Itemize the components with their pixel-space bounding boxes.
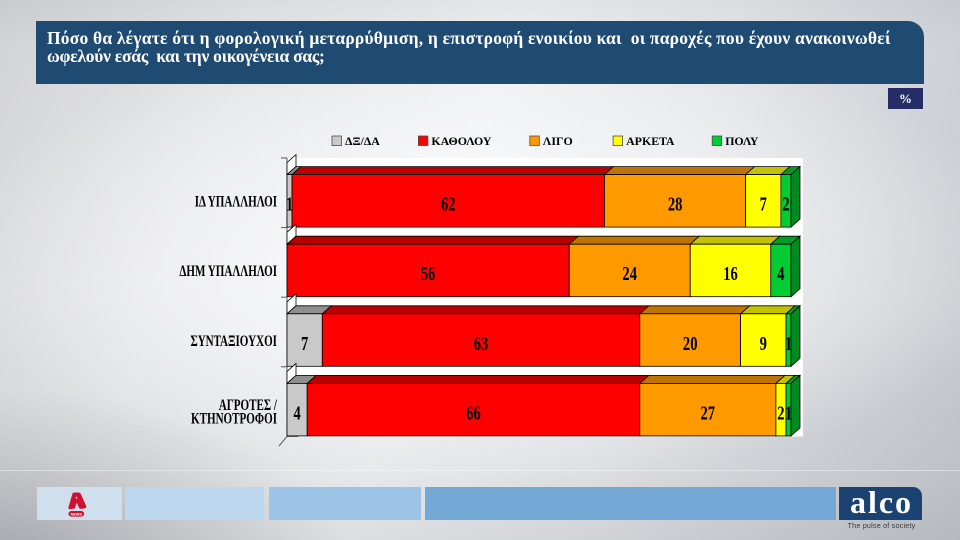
svg-text:1: 1 <box>286 192 293 215</box>
svg-text:62: 62 <box>441 192 456 215</box>
svg-text:ΑΓΡΟΤΕΣ /: ΑΓΡΟΤΕΣ / <box>219 396 277 413</box>
svg-text:ΛΙΓΟ: ΛΙΓΟ <box>543 134 573 148</box>
svg-text:4: 4 <box>777 262 784 285</box>
svg-text:NEWS: NEWS <box>71 512 83 516</box>
svg-text:ΑΡΚΕΤΑ: ΑΡΚΕΤΑ <box>626 134 675 148</box>
svg-text:56: 56 <box>421 262 436 285</box>
svg-text:ΠΟΛΥ: ΠΟΛΥ <box>725 134 759 148</box>
svg-text:1: 1 <box>785 331 792 354</box>
svg-text:7: 7 <box>760 192 767 215</box>
svg-text:7: 7 <box>301 331 308 354</box>
svg-text:1: 1 <box>785 401 792 424</box>
svg-text:ΔΗΜ ΥΠΑΛΛΗΛΟΙ: ΔΗΜ ΥΠΑΛΛΗΛΟΙ <box>179 262 277 279</box>
svg-text:ΣΥΝΤΑΞΙΟΥΧΟΙ: ΣΥΝΤΑΞΙΟΥΧΟΙ <box>190 332 277 349</box>
svg-text:ΔΞ/ΔΑ: ΔΞ/ΔΑ <box>345 134 380 148</box>
svg-text:28: 28 <box>668 192 683 215</box>
svg-text:4: 4 <box>293 401 300 424</box>
svg-text:24: 24 <box>622 262 637 285</box>
svg-text:2: 2 <box>782 192 789 215</box>
svg-text:2: 2 <box>777 401 784 424</box>
svg-text:16: 16 <box>723 262 738 285</box>
svg-text:63: 63 <box>474 331 489 354</box>
svg-text:9: 9 <box>760 331 767 354</box>
svg-text:66: 66 <box>466 401 481 424</box>
svg-text:27: 27 <box>701 401 716 424</box>
svg-text:ΚΑΘΟΛΟΥ: ΚΑΘΟΛΟΥ <box>431 134 492 148</box>
svg-text:20: 20 <box>683 331 698 354</box>
svg-text:ΚΤΗΝΟΤΡΟΦΟΙ: ΚΤΗΝΟΤΡΟΦΟΙ <box>191 409 277 426</box>
svg-text:ΙΔ ΥΠΑΛΛΗΛΟΙ: ΙΔ ΥΠΑΛΛΗΛΟΙ <box>195 193 277 210</box>
